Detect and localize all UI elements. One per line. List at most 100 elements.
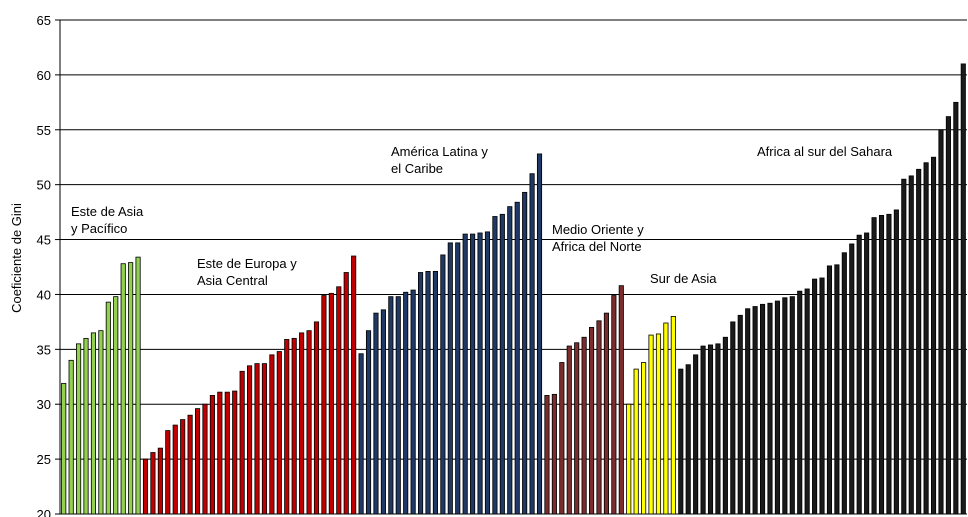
- bar-europe-central-asia: [343, 272, 349, 515]
- bar-europe-central-asia: [351, 255, 357, 515]
- bar-sub-saharan-africa: [893, 209, 899, 515]
- bar-latin-america-caribbean: [365, 330, 372, 515]
- bar-latin-america-caribbean: [536, 153, 543, 515]
- bar-sub-saharan-africa: [774, 300, 780, 515]
- bar-middle-east-north-africa: [566, 345, 572, 515]
- annotation-latin-america-caribbean: América Latina y el Caribe: [391, 144, 488, 176]
- y-tick-label: 35: [37, 342, 51, 357]
- bar-sub-saharan-africa: [707, 344, 714, 515]
- bar-sub-saharan-africa: [804, 288, 810, 515]
- bar-east-asia-pacific: [90, 332, 97, 515]
- bar-sub-saharan-africa: [812, 278, 818, 515]
- bar-sub-saharan-africa: [871, 217, 877, 515]
- y-tick-label: 20: [37, 507, 51, 517]
- bar-middle-east-north-africa: [574, 342, 580, 515]
- bar-east-asia-pacific: [113, 296, 119, 515]
- bar-latin-america-caribbean: [484, 231, 491, 515]
- bar-europe-central-asia: [165, 430, 171, 515]
- bar-europe-central-asia: [321, 295, 327, 515]
- bar-europe-central-asia: [150, 452, 156, 515]
- y-axis-label: Coeficiente de Gini: [9, 203, 24, 313]
- bar-sub-saharan-africa: [908, 175, 914, 515]
- bar-latin-america-caribbean: [477, 232, 483, 515]
- annotation-sub-saharan-africa: Africa al sur del Sahara: [757, 144, 893, 159]
- annotations: Este de Asia y Pacífico Este de Europa y As…: [71, 144, 893, 288]
- bar-europe-central-asia: [247, 365, 253, 515]
- y-tick-label: 65: [37, 13, 51, 28]
- bar-europe-central-asia: [209, 395, 215, 515]
- bar-sub-saharan-africa: [923, 162, 929, 515]
- y-tick-label: 40: [37, 287, 51, 302]
- bar-sub-saharan-africa: [864, 232, 870, 515]
- bar-sub-saharan-africa: [789, 296, 795, 515]
- bar-middle-east-north-africa: [596, 320, 602, 515]
- bar-middle-east-north-africa: [603, 312, 609, 515]
- bar-east-asia-pacific: [105, 301, 111, 515]
- bar-south-asia: [648, 334, 654, 515]
- bar-europe-central-asia: [187, 414, 193, 515]
- bar-sub-saharan-africa: [782, 297, 788, 515]
- y-tick-label: 30: [37, 397, 51, 412]
- annotation-line: Asia Central: [197, 273, 268, 288]
- bar-south-asia: [663, 322, 669, 515]
- bar-sub-saharan-africa: [767, 302, 773, 515]
- bar-sub-saharan-africa: [953, 101, 959, 515]
- annotation-line: el Caribe: [391, 161, 443, 176]
- bar-middle-east-north-africa: [618, 285, 624, 515]
- annotation-line: Este de Europa y: [197, 256, 297, 271]
- y-tick-label: 25: [37, 452, 51, 467]
- bar-sub-saharan-africa: [722, 336, 728, 515]
- bar-south-asia: [633, 368, 639, 515]
- bar-latin-america-caribbean: [425, 270, 431, 515]
- bar-sub-saharan-africa: [930, 156, 937, 515]
- bar-middle-east-north-africa: [551, 393, 557, 515]
- bar-latin-america-caribbean: [470, 233, 476, 515]
- bar-europe-central-asia: [202, 403, 208, 515]
- bar-europe-central-asia: [284, 339, 290, 515]
- bar-sub-saharan-africa: [797, 290, 803, 515]
- bar-sub-saharan-africa: [752, 306, 758, 515]
- bar-middle-east-north-africa: [559, 362, 565, 515]
- bar-latin-america-caribbean: [395, 296, 401, 515]
- annotation-line: y Pacífico: [71, 221, 127, 236]
- annotation-line: América Latina y: [391, 144, 488, 159]
- bar-latin-america-caribbean: [432, 270, 438, 515]
- bar-europe-central-asia: [224, 391, 230, 515]
- bar-south-asia: [641, 362, 647, 515]
- bar-europe-central-asia: [336, 286, 342, 515]
- bar-sub-saharan-africa: [760, 303, 766, 515]
- bar-sub-saharan-africa: [901, 178, 907, 515]
- bar-sub-saharan-africa: [826, 265, 833, 515]
- bar-latin-america-caribbean: [380, 309, 386, 515]
- annotation-line: Sur de Asia: [650, 271, 717, 286]
- annotation-east-asia-pacific: Este de Asia y Pacífico: [71, 204, 144, 236]
- bar-sub-saharan-africa: [678, 368, 684, 515]
- bar-sub-saharan-africa: [878, 214, 885, 515]
- bar-europe-central-asia: [299, 332, 305, 515]
- annotation-middle-east-north-africa: Medio Oriente y Africa del Norte: [552, 222, 644, 254]
- y-tick-label: 55: [37, 123, 51, 138]
- bar-east-asia-pacific: [128, 262, 134, 515]
- bar-south-asia: [626, 403, 632, 515]
- bar-europe-central-asia: [254, 363, 260, 515]
- bar-europe-central-asia: [180, 419, 186, 515]
- bar-europe-central-asia: [157, 447, 163, 515]
- bar-east-asia-pacific: [135, 256, 141, 515]
- bar-latin-america-caribbean: [499, 213, 505, 515]
- bar-latin-america-caribbean: [403, 291, 409, 515]
- bar-sub-saharan-africa: [685, 364, 691, 515]
- annotation-south-asia: Sur de Asia: [650, 271, 717, 286]
- bar-latin-america-caribbean: [455, 242, 461, 515]
- bar-latin-america-caribbean: [492, 216, 498, 515]
- bar-europe-central-asia: [142, 458, 149, 515]
- bar-sub-saharan-africa: [849, 243, 855, 515]
- annotation-line: Africa al sur del Sahara: [757, 144, 893, 159]
- bar-sub-saharan-africa: [715, 343, 721, 515]
- annotation-line: Medio Oriente y: [552, 222, 644, 237]
- bar-sub-saharan-africa: [745, 308, 751, 515]
- bar-latin-america-caribbean: [410, 289, 416, 515]
- bar-europe-central-asia: [328, 292, 334, 515]
- bar-east-asia-pacific: [83, 337, 89, 515]
- bar-sub-saharan-africa: [700, 345, 706, 515]
